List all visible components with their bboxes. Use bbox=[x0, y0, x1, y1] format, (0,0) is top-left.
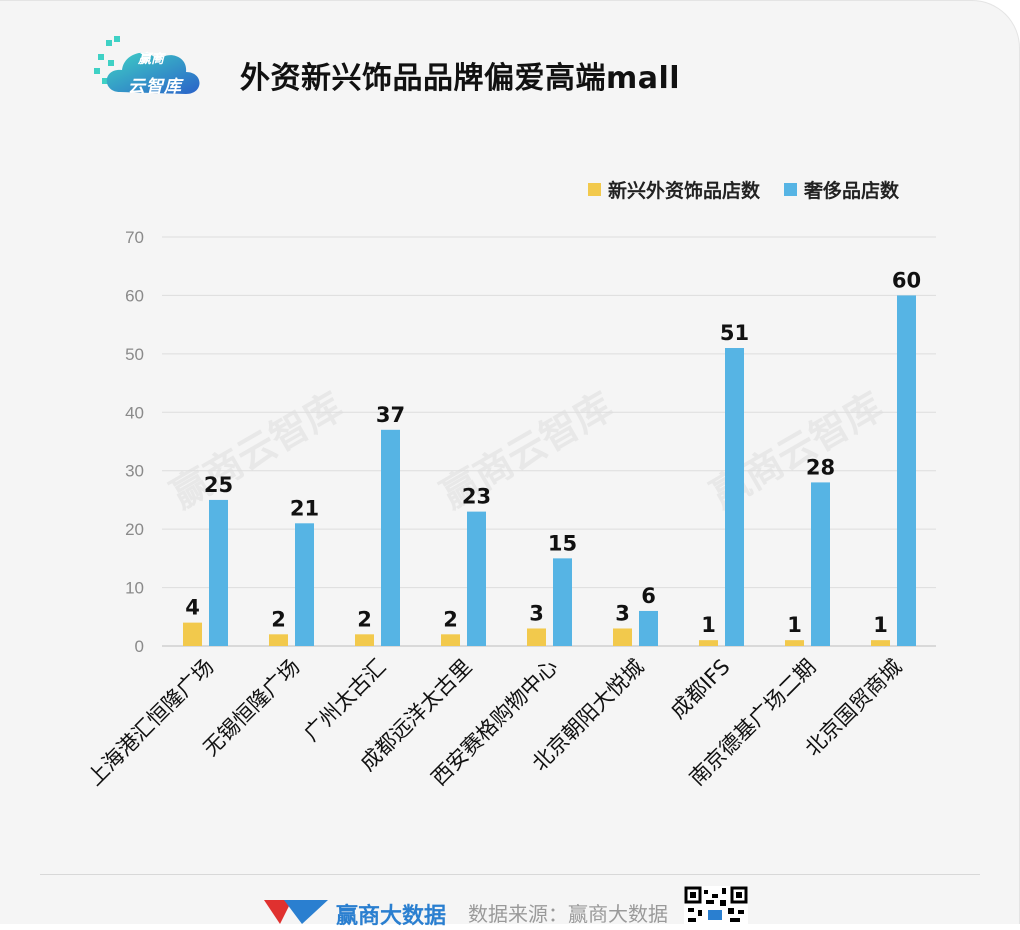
bar-series1 bbox=[441, 634, 460, 646]
bar-series1 bbox=[785, 640, 804, 646]
legend-item-series2: 奢侈品店数 bbox=[784, 176, 899, 203]
y-tick-label: 10 bbox=[125, 579, 144, 598]
bar-series2 bbox=[295, 523, 314, 646]
page-title: 外资新兴饰品品牌偏爱高端mall bbox=[240, 61, 681, 96]
x-tick-label: 广州太古汇 bbox=[299, 655, 390, 746]
bar-series2 bbox=[811, 482, 830, 646]
data-label: 51 bbox=[720, 321, 749, 345]
data-label: 3 bbox=[615, 601, 630, 625]
data-label: 3 bbox=[529, 601, 544, 625]
data-label: 37 bbox=[376, 403, 405, 427]
bar-series2 bbox=[209, 499, 228, 646]
bar-series2 bbox=[381, 429, 400, 646]
bar-series2 bbox=[725, 348, 744, 646]
y-tick-label: 50 bbox=[125, 345, 144, 364]
qr-code-icon bbox=[684, 886, 748, 924]
data-label: 6 bbox=[641, 584, 656, 608]
data-label: 1 bbox=[701, 613, 716, 637]
legend-label-series2: 奢侈品店数 bbox=[804, 180, 900, 202]
legend-swatch-series2 bbox=[784, 183, 798, 196]
data-label: 28 bbox=[806, 455, 835, 479]
data-label: 1 bbox=[787, 613, 802, 637]
y-tick-label: 40 bbox=[125, 403, 144, 422]
x-tick-label: 上海港汇恒隆广场 bbox=[83, 655, 219, 791]
bar-series2 bbox=[467, 511, 486, 646]
data-label: 2 bbox=[357, 607, 372, 631]
data-label: 1 bbox=[873, 613, 888, 637]
legend-item-series1: 新兴外资饰品店数 bbox=[588, 176, 760, 203]
data-label: 60 bbox=[892, 268, 921, 292]
y-tick-label: 30 bbox=[125, 462, 144, 481]
bar-series1 bbox=[527, 628, 546, 646]
data-label: 2 bbox=[443, 607, 458, 631]
data-label: 21 bbox=[290, 496, 319, 520]
y-tick-label: 20 bbox=[125, 520, 144, 539]
bar-series1 bbox=[269, 634, 288, 646]
bar-series2 bbox=[897, 295, 916, 646]
y-tick-label: 60 bbox=[125, 286, 144, 305]
bar-series2 bbox=[639, 610, 658, 646]
legend-swatch-series1 bbox=[588, 183, 601, 196]
footer-divider bbox=[40, 874, 980, 875]
footer-brand: 赢商大数据 bbox=[336, 904, 447, 929]
data-label: 4 bbox=[185, 596, 200, 620]
cloud-logo-icon bbox=[94, 36, 200, 94]
bar-series1 bbox=[613, 628, 632, 646]
y-tick-label: 0 bbox=[135, 637, 144, 656]
data-label: 15 bbox=[548, 531, 577, 555]
logo-text-bottom: 云智库 bbox=[128, 77, 182, 97]
footer-source: 数据来源：赢商大数据 bbox=[468, 902, 668, 926]
data-label: 2 bbox=[271, 607, 286, 631]
bar-series1 bbox=[355, 634, 374, 646]
bar-series1 bbox=[871, 640, 890, 646]
logo-text-top: 赢商 bbox=[138, 52, 165, 67]
legend-label-series1: 新兴外资饰品店数 bbox=[608, 180, 761, 202]
brand-logo-icon bbox=[264, 900, 328, 924]
data-label: 25 bbox=[204, 473, 233, 497]
bar-series1 bbox=[699, 640, 718, 646]
data-label: 23 bbox=[462, 485, 491, 509]
bar-series2 bbox=[553, 558, 572, 646]
bar-series1 bbox=[183, 622, 202, 646]
y-tick-label: 70 bbox=[125, 228, 144, 247]
x-tick-label: 成都IFS bbox=[666, 655, 735, 724]
chart-legend: 新兴外资饰品店数 奢侈品店数 bbox=[588, 176, 923, 203]
